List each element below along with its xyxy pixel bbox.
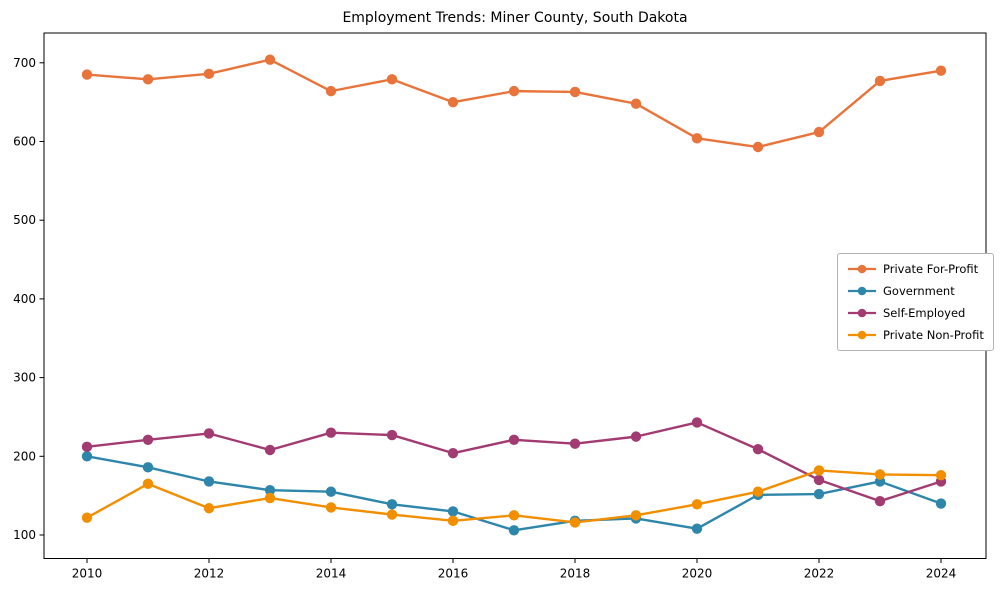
chart-title: Employment Trends: Miner County, South D…	[342, 10, 688, 26]
data-point-private-for-profit-2017	[508, 85, 520, 97]
legend-item-self-employed: Self-Employed	[847, 306, 984, 320]
data-point-private-for-profit-2018	[569, 86, 581, 98]
x-tick-label: 2016	[438, 567, 469, 581]
data-point-self-employed-2015	[386, 429, 398, 441]
legend-label: Private For-Profit	[883, 262, 979, 276]
y-tick-label: 200	[13, 449, 36, 463]
data-point-self-employed-2014	[325, 427, 337, 438]
legend-item-private-for-profit: Private For-Profit	[847, 262, 984, 276]
data-point-private-for-profit-2021	[752, 141, 764, 153]
data-point-government-2013	[264, 484, 276, 496]
data-point-private-for-profit-2023	[874, 75, 886, 87]
legend-label: Government	[883, 284, 955, 298]
data-point-self-employed-2018	[569, 438, 581, 449]
data-point-private-non-profit-2017	[508, 510, 520, 521]
data-point-self-employed-2013	[264, 444, 276, 456]
legend-marker-icon	[848, 286, 876, 296]
data-point-government-2020	[691, 523, 703, 534]
legend-item-government: Government	[847, 284, 984, 298]
data-point-self-employed-2017	[508, 434, 520, 445]
data-point-government-2015	[386, 499, 398, 510]
legend-marker-icon	[848, 308, 876, 318]
data-point-government-2010	[81, 451, 93, 462]
legend-label: Self-Employed	[883, 306, 966, 320]
legend-marker-icon	[848, 330, 876, 340]
legend-marker-icon	[848, 264, 876, 274]
data-point-private-non-profit-2023	[874, 469, 886, 480]
data-point-private-for-profit-2020	[691, 133, 703, 144]
y-tick-label: 300	[13, 371, 36, 385]
y-tick-label: 500	[13, 213, 36, 227]
x-tick-label: 2022	[804, 567, 835, 581]
data-point-self-employed-2023	[874, 495, 886, 507]
data-point-private-non-profit-2012	[203, 503, 215, 514]
data-point-private-non-profit-2013	[264, 492, 276, 504]
data-point-self-employed-2012	[203, 428, 215, 439]
data-point-self-employed-2020	[691, 417, 703, 428]
data-point-government-2017	[508, 525, 520, 536]
y-tick-label: 700	[13, 56, 36, 70]
x-tick-label: 2012	[194, 567, 225, 581]
data-point-private-for-profit-2022	[813, 126, 825, 138]
data-point-government-2022	[813, 488, 825, 500]
data-point-private-non-profit-2020	[691, 499, 703, 510]
data-point-private-non-profit-2024	[935, 469, 947, 481]
data-point-private-for-profit-2013	[264, 54, 276, 65]
data-point-private-non-profit-2016	[447, 515, 459, 527]
data-point-private-non-profit-2019	[630, 510, 642, 521]
data-point-self-employed-2010	[81, 441, 93, 453]
data-point-private-for-profit-2019	[630, 98, 642, 109]
data-point-self-employed-2019	[630, 431, 642, 442]
data-point-private-non-profit-2015	[386, 509, 398, 520]
data-point-self-employed-2011	[142, 434, 154, 445]
data-point-private-for-profit-2016	[447, 96, 459, 108]
y-tick-label: 400	[13, 292, 36, 306]
data-point-government-2014	[325, 486, 337, 497]
data-point-self-employed-2021	[752, 444, 764, 455]
data-point-government-2011	[142, 462, 154, 473]
data-point-government-2012	[203, 476, 215, 487]
data-point-private-for-profit-2011	[142, 74, 154, 85]
data-point-government-2016	[447, 506, 459, 517]
data-point-private-non-profit-2018	[569, 517, 581, 528]
legend-label: Private Non-Profit	[883, 328, 984, 342]
legend: Private For-Profit Government Self-Employe…	[837, 253, 994, 351]
data-point-private-for-profit-2012	[203, 68, 215, 80]
x-tick-label: 2014	[316, 567, 347, 581]
data-point-self-employed-2016	[447, 447, 459, 459]
data-point-self-employed-2022	[813, 474, 825, 486]
data-point-private-for-profit-2024	[935, 65, 947, 76]
data-point-private-non-profit-2011	[142, 478, 154, 490]
x-tick-label: 2010	[72, 567, 103, 581]
series-line-private-for-profit	[86, 58, 942, 149]
data-point-private-non-profit-2021	[752, 486, 764, 497]
data-point-private-for-profit-2015	[386, 74, 398, 85]
series-line-self-employed	[86, 421, 942, 503]
legend-item-private-non-profit: Private Non-Profit	[847, 328, 984, 342]
y-tick-label: 600	[13, 135, 36, 149]
x-tick-label: 2018	[560, 567, 591, 581]
data-point-private-non-profit-2014	[325, 502, 337, 513]
x-tick-label: 2024	[926, 567, 957, 581]
y-tick-label: 100	[13, 528, 36, 542]
data-point-private-for-profit-2010	[81, 69, 93, 80]
data-point-government-2024	[935, 498, 947, 509]
data-point-private-non-profit-2010	[81, 512, 93, 523]
data-point-private-non-profit-2022	[813, 465, 825, 476]
data-point-private-for-profit-2014	[325, 85, 337, 97]
x-tick-label: 2020	[682, 567, 713, 581]
